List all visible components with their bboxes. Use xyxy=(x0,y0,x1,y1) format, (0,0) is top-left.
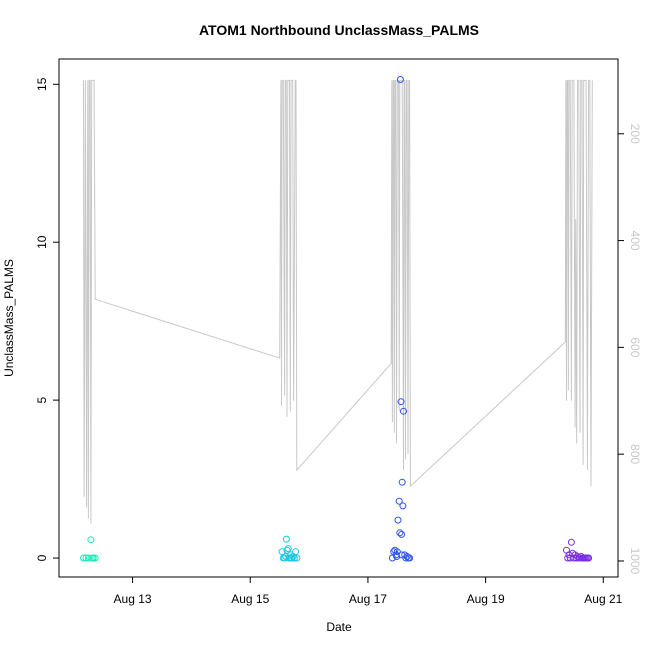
right-tick-label: 800 xyxy=(628,444,642,464)
right-tick-label: 1000 xyxy=(628,548,642,575)
data-point xyxy=(282,535,290,543)
y-axis-label: UnclassMass_PALMS xyxy=(2,259,16,377)
x-axis-label: Date xyxy=(326,620,352,634)
data-point xyxy=(398,530,406,538)
y-tick-label: 10 xyxy=(35,235,49,249)
x-tick-label: Aug 21 xyxy=(584,592,622,606)
x-axis: Aug 13 Aug 15 Aug 17 Aug 19 Aug 21 xyxy=(114,576,623,606)
y-tick-label: 0 xyxy=(35,554,49,561)
y-axis: 0 5 10 15 xyxy=(35,77,60,561)
right-tick-label: 400 xyxy=(628,231,642,251)
data-point xyxy=(284,545,292,553)
x-tick-label: Aug 19 xyxy=(467,592,505,606)
altitude-line xyxy=(83,79,593,524)
data-point xyxy=(406,554,414,562)
data-point xyxy=(567,538,575,546)
data-point xyxy=(400,407,407,415)
data-point xyxy=(87,536,95,544)
data-point xyxy=(91,554,99,562)
data-point xyxy=(394,516,402,524)
right-tick-label: 600 xyxy=(628,337,642,357)
x-tick-label: Aug 13 xyxy=(114,592,152,606)
data-point xyxy=(398,551,406,559)
data-point xyxy=(396,76,404,83)
y-tick-label: 15 xyxy=(35,77,49,91)
data-point xyxy=(397,398,405,406)
y-tick-label: 5 xyxy=(35,396,49,403)
x-tick-label: Aug 15 xyxy=(231,592,269,606)
right-tick-label: 200 xyxy=(628,124,642,144)
data-point xyxy=(281,554,289,562)
data-point xyxy=(80,554,87,562)
data-point xyxy=(283,546,291,554)
data-point xyxy=(395,497,403,505)
data-point xyxy=(393,548,401,556)
plot-frame xyxy=(58,58,619,578)
data-point xyxy=(285,554,293,562)
chart-title: ATOM1 Northbound UnclassMass_PALMS xyxy=(199,22,479,38)
right-axis: 200 400 600 800 1000 xyxy=(617,124,642,575)
data-point xyxy=(396,529,404,537)
x-tick-label: Aug 17 xyxy=(349,592,387,606)
data-point xyxy=(398,478,406,486)
data-point xyxy=(399,502,407,510)
data-point xyxy=(278,548,286,556)
data-point xyxy=(585,554,593,562)
data-point xyxy=(89,554,97,562)
altitude-line-layer xyxy=(83,79,593,524)
points-layer xyxy=(80,76,593,562)
data-point xyxy=(84,554,92,562)
data-point xyxy=(292,548,300,556)
data-point xyxy=(287,554,295,562)
